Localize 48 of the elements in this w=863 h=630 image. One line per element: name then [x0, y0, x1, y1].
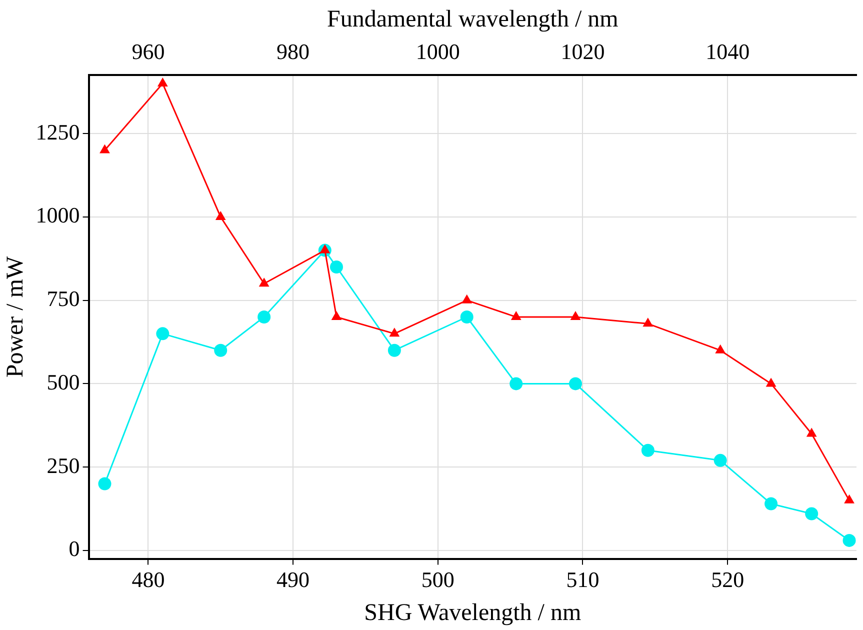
point	[714, 454, 727, 467]
point	[258, 278, 270, 287]
point	[100, 144, 110, 154]
y-axis-title: Power / mW	[2, 256, 29, 378]
point	[642, 318, 654, 327]
x-tick-label: 480	[132, 566, 165, 592]
point	[570, 311, 581, 320]
point	[462, 294, 472, 304]
y-tick-label: 0	[68, 536, 80, 562]
point	[641, 444, 654, 457]
x2-tick-label: 1020	[560, 38, 605, 64]
point	[215, 210, 226, 220]
point	[842, 534, 856, 547]
x2-axis-title: Fundamental wavelength / nm	[327, 6, 619, 33]
y-tick-label: 500	[46, 369, 80, 394]
point	[844, 494, 854, 504]
point	[157, 78, 168, 87]
x2-tick-label: 1040	[706, 38, 750, 64]
point	[258, 310, 271, 324]
point	[156, 327, 170, 340]
x-axis-title: SHG Wavelength / nm	[364, 600, 582, 626]
point	[568, 377, 582, 390]
point	[460, 310, 474, 324]
point	[764, 497, 778, 510]
y-tick-label: 1000	[36, 202, 80, 228]
point	[510, 311, 522, 320]
point	[510, 377, 523, 390]
point	[98, 477, 112, 490]
point	[214, 344, 228, 357]
point	[389, 328, 400, 337]
y-tick-label: 1250	[36, 119, 80, 144]
point	[330, 260, 343, 274]
y-tick-label: 250	[46, 452, 80, 478]
x2-tick-label: 980	[276, 38, 310, 64]
point	[806, 428, 817, 437]
point	[320, 244, 330, 254]
point	[715, 344, 726, 354]
x-tick-label: 510	[566, 566, 600, 592]
x2-tick-label: 960	[132, 38, 165, 64]
x-tick-label: 490	[276, 566, 310, 592]
point	[388, 344, 401, 357]
x-tick-label: 500	[421, 566, 454, 592]
y-tick-label: 750	[46, 286, 80, 312]
point	[805, 507, 818, 520]
x2-tick-label: 1000	[416, 38, 460, 64]
point	[766, 378, 776, 387]
x-tick-label: 520	[711, 566, 744, 592]
point	[331, 311, 342, 320]
